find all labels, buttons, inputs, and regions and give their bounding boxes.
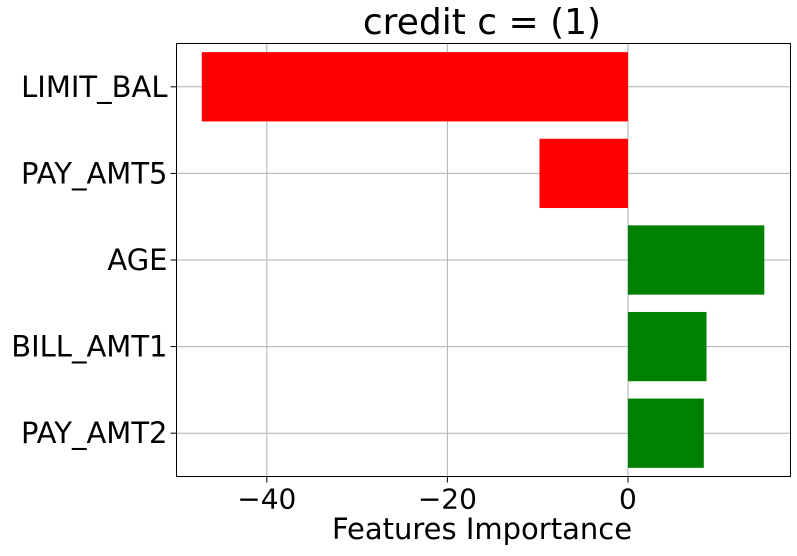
bar-age bbox=[627, 225, 765, 295]
x-tick-label: −40 bbox=[237, 483, 296, 516]
bar-layer bbox=[201, 52, 765, 468]
x-axis-label: Features Importance bbox=[332, 512, 632, 546]
bar-bill-amt1 bbox=[627, 311, 707, 382]
bar-limit-bal bbox=[201, 52, 628, 122]
x-tick-label: 0 bbox=[619, 483, 637, 516]
y-tick-label: AGE bbox=[107, 243, 167, 277]
y-tick-label: LIMIT_BAL bbox=[21, 70, 167, 104]
y-tick-label: BILL_AMT1 bbox=[11, 330, 167, 364]
chart-title: credit c = (1) bbox=[363, 2, 601, 43]
x-tick-label: −20 bbox=[418, 483, 477, 516]
bar-pay-amt2 bbox=[627, 398, 704, 468]
bar-pay-amt5 bbox=[539, 138, 628, 209]
tick-layer: −40 −20 0 LIMIT_BAL PAY_AMT5 AGE BILL_AMT1 PAY_… bbox=[11, 70, 637, 516]
y-tick-label: PAY_AMT2 bbox=[21, 416, 167, 450]
y-tick-label: PAY_AMT5 bbox=[21, 156, 167, 190]
